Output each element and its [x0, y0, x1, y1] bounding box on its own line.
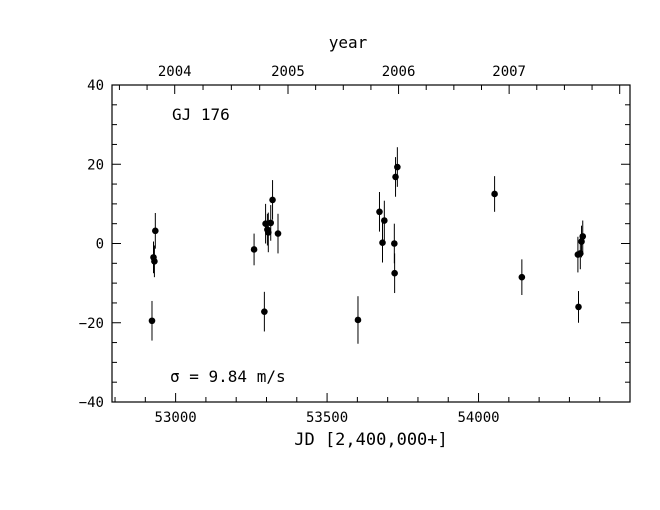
data-point: [491, 190, 498, 198]
data-point: [578, 238, 585, 245]
data-point: [579, 233, 587, 240]
data-point: [262, 220, 269, 227]
x-tick-label: 54000: [457, 410, 499, 426]
y-tick-label: 20: [87, 157, 104, 173]
data-point: [577, 250, 584, 257]
data-point: [376, 208, 383, 216]
x-tick-label: 53000: [155, 410, 197, 426]
data-point: [269, 196, 276, 204]
data-point: [250, 246, 258, 253]
data-point: [394, 163, 401, 171]
data-point: [152, 227, 159, 235]
data-point: [354, 316, 362, 324]
x-tick-label: 53500: [306, 410, 348, 426]
plot-frame: [111, 84, 631, 403]
axis-tick-labels: −40 −20 0 20 40 53000 53500 54000 2004 2005 2006 20…: [79, 64, 526, 426]
data-point: [381, 217, 388, 224]
year-tick-label: 2007: [492, 64, 526, 80]
data-point: [274, 230, 282, 237]
top-axis-label: year: [329, 33, 368, 52]
y-tick-label: −40: [79, 395, 104, 411]
sigma-annotation: σ = 9.84 m/s: [170, 367, 286, 386]
data-point: [391, 240, 398, 247]
data-point: [391, 269, 398, 277]
data-point: [575, 303, 582, 311]
year-tick-label: 2006: [382, 64, 416, 80]
star-name-annotation: GJ 176: [172, 105, 230, 124]
y-tick-label: −20: [79, 316, 104, 332]
error-bars: [151, 147, 584, 344]
y-tick-label: 40: [87, 78, 104, 94]
year-tick-label: 2005: [271, 64, 305, 80]
data-point: [518, 273, 526, 281]
data-point: [265, 229, 272, 236]
data-points: [148, 163, 587, 325]
data-point: [267, 219, 275, 227]
year-tick-label: 2004: [158, 64, 192, 80]
data-point: [379, 239, 386, 247]
axis-ticks: [112, 84, 631, 403]
data-point: [392, 173, 399, 181]
x-axis-label: JD [2,400,000+]: [294, 430, 448, 450]
data-point: [151, 258, 158, 265]
data-point: [261, 308, 268, 315]
data-point: [148, 317, 156, 325]
y-tick-label: 0: [96, 237, 104, 253]
